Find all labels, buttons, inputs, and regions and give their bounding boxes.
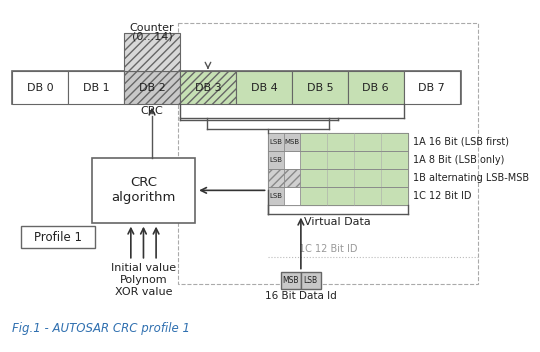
Bar [124,71,180,104]
Bar [180,71,236,104]
Bar [267,133,284,151]
Bar [301,272,321,289]
Text: Fig.1 - AUTOSAR CRC profile 1: Fig.1 - AUTOSAR CRC profile 1 [12,322,190,335]
Bar [267,169,284,187]
Bar [21,226,95,248]
Bar [267,187,284,205]
Bar [300,187,408,205]
Text: DB 0: DB 0 [27,82,53,93]
Text: Counter: Counter [130,23,174,33]
Bar [267,151,284,169]
Text: MSB: MSB [283,276,299,285]
Bar [124,33,180,71]
Bar [284,169,300,187]
Text: DB 7: DB 7 [418,82,445,93]
Text: DB 3: DB 3 [194,82,221,93]
Text: CRC: CRC [140,106,164,115]
Text: CRC
algorithm: CRC algorithm [111,176,176,205]
Text: DB 1: DB 1 [83,82,110,93]
Bar [348,71,404,104]
Text: LSB: LSB [303,276,318,285]
Text: Virtual Data: Virtual Data [305,216,371,227]
Bar [178,23,478,284]
Bar [300,151,408,169]
Text: LSB: LSB [269,193,282,199]
Text: LSB: LSB [269,139,282,145]
Bar [284,133,300,151]
Text: 1C 12 Bit ID: 1C 12 Bit ID [413,191,471,201]
Bar [267,133,408,205]
Text: MSB: MSB [284,139,299,145]
Bar [281,272,301,289]
Bar [12,71,68,104]
Text: LSB: LSB [269,157,282,163]
Bar [404,71,460,104]
Text: DB 2: DB 2 [139,82,165,93]
Bar [292,71,348,104]
Text: 1C 12 Bit ID: 1C 12 Bit ID [299,244,357,254]
Text: Initial value
Polynom
XOR value: Initial value Polynom XOR value [111,263,176,297]
Text: Profile 1: Profile 1 [34,231,82,244]
Bar [12,71,461,104]
Bar [68,71,124,104]
Text: 1B alternating LSB-MSB: 1B alternating LSB-MSB [413,173,529,183]
Bar [300,169,408,187]
Bar [284,151,300,169]
Text: (0...14): (0...14) [132,32,172,42]
Text: DB 5: DB 5 [307,82,333,93]
Text: 1A 8 Bit (LSB only): 1A 8 Bit (LSB only) [413,155,504,165]
Text: DB 6: DB 6 [362,82,389,93]
Text: 16 Bit Data Id: 16 Bit Data Id [265,291,337,301]
Text: DB 4: DB 4 [251,82,277,93]
Bar [300,133,408,151]
Bar [92,158,195,223]
Text: 1A 16 Bit (LSB first): 1A 16 Bit (LSB first) [413,137,509,147]
Bar [236,71,292,104]
Bar [284,187,300,205]
